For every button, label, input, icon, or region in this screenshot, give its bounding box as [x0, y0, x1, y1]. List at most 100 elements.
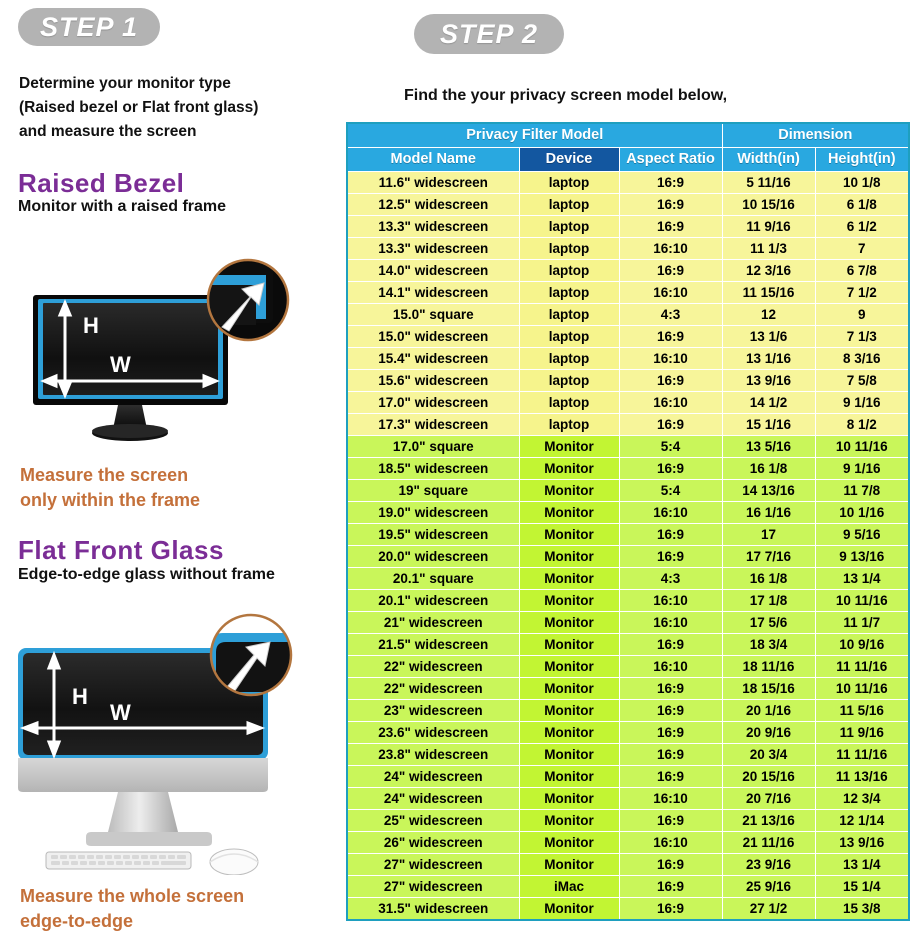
cell-device: Monitor	[518, 633, 620, 656]
table-row: 13.3" widescreen laptop 16:9 11 9/16 6 1/2	[346, 215, 910, 238]
cell-width: 10 15/16	[721, 193, 816, 216]
cell-model: 15.4" widescreen	[346, 347, 520, 370]
cell-device: Monitor	[518, 787, 620, 810]
flat-width-label: W	[110, 700, 131, 725]
cell-device: laptop	[518, 347, 620, 370]
cell-aspect: 16:9	[618, 325, 723, 348]
cell-height: 8 1/2	[814, 413, 910, 436]
cell-width: 5 11/16	[721, 171, 816, 194]
step-1-description: Determine your monitor type (Raised beze…	[19, 75, 259, 140]
group-header-dimension: Dimension	[721, 122, 910, 148]
cell-model: 18.5" widescreen	[346, 457, 520, 480]
table-row: 23.8" widescreen Monitor 16:9 20 3/4 11 11/1…	[346, 743, 910, 766]
cell-device: laptop	[518, 325, 620, 348]
cell-device: Monitor	[518, 435, 620, 458]
cell-height: 10 1/16	[814, 501, 910, 524]
cell-model: 15.0" square	[346, 303, 520, 326]
table-row: 14.1" widescreen laptop 16:10 11 15/16 7 1/2	[346, 281, 910, 304]
table-row: 12.5" widescreen laptop 16:9 10 15/16 6 1/8	[346, 193, 910, 216]
cell-width: 16 1/8	[721, 567, 816, 590]
cell-device: Monitor	[518, 809, 620, 832]
cell-width: 20 15/16	[721, 765, 816, 788]
raised-height-label: H	[83, 313, 99, 338]
cell-height: 6 1/8	[814, 193, 910, 216]
cell-aspect: 16:9	[618, 259, 723, 282]
raised-bezel-title: Raised Bezel	[18, 168, 185, 198]
cell-device: Monitor	[518, 655, 620, 678]
cell-model: 17.3" widescreen	[346, 413, 520, 436]
cell-model: 23.8" widescreen	[346, 743, 520, 766]
cell-height: 15 3/8	[814, 897, 910, 921]
cell-device: Monitor	[518, 457, 620, 480]
cell-height: 13 1/4	[814, 567, 910, 590]
cell-model: 24" widescreen	[346, 765, 520, 788]
cell-device: laptop	[518, 391, 620, 414]
cell-aspect: 16:10	[618, 589, 723, 612]
cell-width: 15 1/16	[721, 413, 816, 436]
cell-aspect: 16:10	[618, 611, 723, 634]
cell-device: Monitor	[518, 699, 620, 722]
cell-model: 23" widescreen	[346, 699, 520, 722]
cell-width: 20 3/4	[721, 743, 816, 766]
cell-device: Monitor	[518, 611, 620, 634]
cell-device: Monitor	[518, 523, 620, 546]
cell-aspect: 16:9	[618, 677, 723, 700]
cell-aspect: 16:9	[618, 215, 723, 238]
cell-width: 12	[721, 303, 816, 326]
cell-height: 8 3/16	[814, 347, 910, 370]
step-1-badge: STEP 1	[18, 8, 160, 46]
cell-device: Monitor	[518, 501, 620, 524]
cell-model: 19.0" widescreen	[346, 501, 520, 524]
step-2-description: Find the your privacy screen model below…	[404, 87, 728, 104]
table-row: 17.3" widescreen laptop 16:9 15 1/16 8 1/2	[346, 413, 910, 436]
cell-width: 14 1/2	[721, 391, 816, 414]
column-header-model-name: Model Name	[346, 147, 520, 172]
cell-device: Monitor	[518, 479, 620, 502]
cell-height: 12 1/14	[814, 809, 910, 832]
cell-device: Monitor	[518, 743, 620, 766]
flat-glass-subtitle: Edge-to-edge glass without frame	[18, 566, 275, 583]
cell-width: 12 3/16	[721, 259, 816, 282]
cell-device: Monitor	[518, 721, 620, 744]
cell-aspect: 16:10	[618, 391, 723, 414]
cell-device: laptop	[518, 215, 620, 238]
cell-aspect: 16:9	[618, 369, 723, 392]
table-row: 20.1" widescreen Monitor 16:10 17 1/8 10 11/…	[346, 589, 910, 612]
cell-height: 10 11/16	[814, 677, 910, 700]
table-row: 31.5" widescreen Monitor 16:9 27 1/2 15 3/8	[346, 897, 910, 921]
table-row: 21.5" widescreen Monitor 16:9 18 3/4 10 9/16	[346, 633, 910, 656]
table-row: 13.3" widescreen laptop 16:10 11 1/3 7	[346, 237, 910, 260]
cell-height: 10 1/8	[814, 171, 910, 194]
cell-model: 31.5" widescreen	[346, 897, 520, 921]
table-column-header-row: Model Name Device Aspect Ratio Width(in)…	[346, 147, 910, 172]
cell-model: 15.0" widescreen	[346, 325, 520, 348]
cell-aspect: 16:10	[618, 347, 723, 370]
cell-width: 20 7/16	[721, 787, 816, 810]
cell-device: laptop	[518, 237, 620, 260]
cell-height: 9 1/16	[814, 391, 910, 414]
column-header-device: Device	[518, 147, 620, 172]
cell-model: 21.5" widescreen	[346, 633, 520, 656]
cell-width: 17 5/6	[721, 611, 816, 634]
cell-width: 11 15/16	[721, 281, 816, 304]
cell-model: 19" square	[346, 479, 520, 502]
cell-device: laptop	[518, 281, 620, 304]
table-row: 14.0" widescreen laptop 16:9 12 3/16 6 7/8	[346, 259, 910, 282]
raised-bezel-illustration: H W	[10, 245, 310, 450]
cell-height: 15 1/4	[814, 875, 910, 898]
cell-aspect: 4:3	[618, 303, 723, 326]
mouse-icon	[209, 848, 259, 876]
cell-aspect: 16:9	[618, 699, 723, 722]
cell-height: 13 9/16	[814, 831, 910, 854]
cell-model: 11.6" widescreen	[346, 171, 520, 194]
cell-device: laptop	[518, 369, 620, 392]
cell-aspect: 16:9	[618, 897, 723, 921]
raised-bezel-measure-note: Measure the screen only within the frame	[20, 465, 201, 510]
cell-height: 11 1/7	[814, 611, 910, 634]
cell-model: 26" widescreen	[346, 831, 520, 854]
cell-device: laptop	[518, 259, 620, 282]
flat-glass-illustration: H W	[6, 600, 316, 876]
table-row: 24" widescreen Monitor 16:9 20 15/16 11 13/1…	[346, 765, 910, 788]
cell-width: 25 9/16	[721, 875, 816, 898]
cell-model: 12.5" widescreen	[346, 193, 520, 216]
